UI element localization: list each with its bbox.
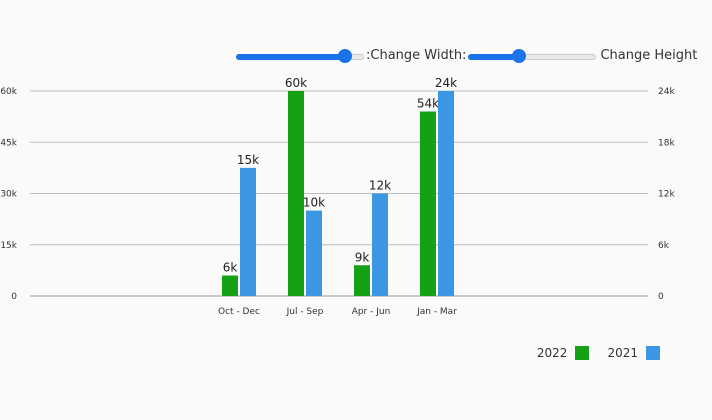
legend-swatch-2022 (575, 346, 590, 360)
legend-item-2022[interactable]: 2022 (537, 346, 590, 360)
height-slider[interactable] (468, 48, 597, 63)
y-right-tick-label: 0 (658, 292, 664, 302)
x-tick-label: Jul - Sep (286, 307, 324, 317)
y-left-tick-label: 15k (0, 241, 17, 251)
chart-controls: :Change Width: Change Height (236, 48, 699, 63)
bar-2022 (222, 275, 238, 296)
width-slider-thumb[interactable] (338, 48, 352, 63)
data-label: 12k (369, 179, 391, 193)
y-left-tick-label: 30k (0, 190, 17, 200)
data-label: 9k (355, 250, 370, 264)
change-width-label: :Change Width: (366, 48, 467, 63)
x-tick-label: Oct - Dec (218, 307, 260, 317)
chart-legend: 2022 2021 (519, 346, 660, 360)
width-slider-fill (236, 53, 345, 60)
y-left-tick-label: 0 (11, 292, 17, 302)
width-slider[interactable] (236, 48, 364, 63)
y-right-tick-label: 18k (658, 138, 675, 148)
data-label: 24k (435, 76, 457, 90)
y-right-tick-label: 24k (658, 87, 675, 97)
x-tick-label: Jan - Mar (416, 307, 457, 317)
height-slider-thumb[interactable] (512, 48, 527, 63)
height-slider-fill (468, 53, 520, 60)
data-label: 15k (237, 153, 259, 167)
x-tick-label: Apr - Jun (352, 307, 391, 317)
bar-2022 (420, 111, 436, 296)
data-label: 54k (417, 97, 439, 111)
y-right-tick-label: 12k (658, 190, 675, 200)
legend-label-2022: 2022 (536, 346, 568, 360)
legend-item-2021[interactable]: 2021 (607, 346, 660, 360)
bar-2022 (354, 265, 370, 296)
legend-label-2021: 2021 (607, 346, 638, 360)
change-height-label: Change Height (600, 48, 698, 63)
bar-2021 (240, 167, 256, 296)
data-label: 6k (223, 261, 238, 275)
bar-2021 (372, 193, 388, 296)
bar-2022 (288, 91, 304, 296)
legend-swatch-2021 (646, 346, 660, 360)
data-label: 10k (303, 196, 325, 210)
bar-2021 (438, 91, 454, 296)
y-left-tick-label: 60k (0, 87, 17, 97)
y-right-tick-label: 6k (658, 241, 670, 251)
bar-2021 (306, 210, 322, 296)
data-label: 60k (285, 76, 307, 90)
y-left-tick-label: 45k (0, 138, 17, 148)
